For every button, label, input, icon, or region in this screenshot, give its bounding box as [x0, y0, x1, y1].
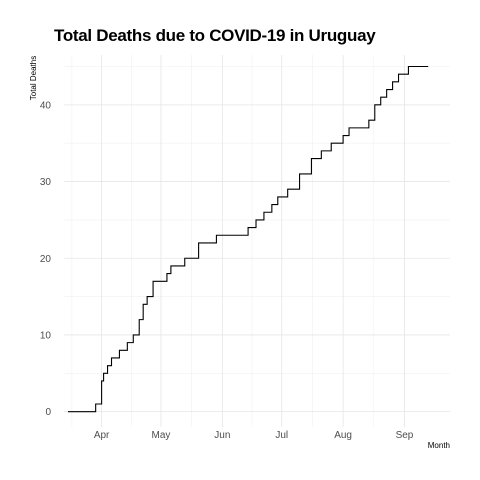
y-axis-title: Total Deaths: [29, 56, 38, 100]
x-tick-label: Jul: [275, 430, 288, 441]
x-tick-label: Aug: [334, 430, 352, 441]
y-tick-label: 40: [40, 100, 52, 111]
x-tick-label: Sep: [396, 430, 414, 441]
y-tick-label: 20: [40, 254, 52, 265]
x-tick-labels: Apr May Jun Jul Aug Sep: [94, 430, 414, 441]
x-tick-label: May: [152, 430, 171, 441]
x-tick-label: Apr: [94, 430, 110, 441]
series-line-0: [67, 65, 429, 413]
y-tick-label: 30: [40, 177, 52, 188]
x-axis-title: Month: [428, 441, 450, 450]
x-tick-label: Jun: [214, 430, 230, 441]
y-tick-labels: 0 10 20 30 40: [40, 100, 52, 418]
grid-major: [64, 55, 450, 427]
y-tick-label: 10: [40, 330, 52, 341]
chart-title: Total Deaths due to COVID-19 in Uruguay: [54, 26, 376, 45]
y-tick-label: 0: [45, 407, 51, 418]
series-layer: [67, 65, 429, 413]
grid-minor: [64, 55, 450, 427]
